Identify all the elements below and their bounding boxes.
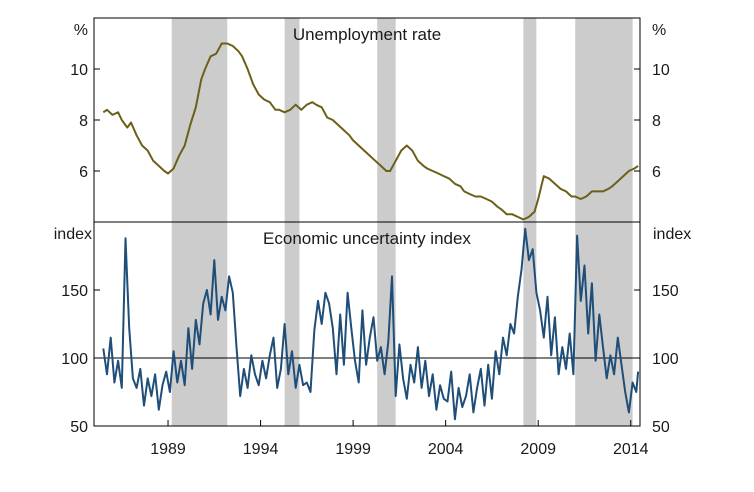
unit-label-right: % (652, 22, 666, 39)
y-tick-label-left: 50 (70, 419, 88, 436)
y-tick-label-left: 8 (79, 113, 88, 130)
y-tick-label-right: 150 (652, 283, 679, 300)
unit-label-left: % (74, 22, 88, 39)
unit-label-left: index (54, 226, 92, 243)
x-tick-label: 2014 (613, 441, 649, 458)
y-tick-label-right: 50 (652, 419, 670, 436)
y-tick-label-left: 100 (61, 351, 88, 368)
bottom-panel-title: Economic uncertainty index (263, 229, 471, 248)
axis-labels: % % 6 6 8 8 10 10 index index 50 50 100 100 150 150 1989… (54, 22, 692, 458)
x-tick-label: 2004 (428, 441, 464, 458)
unit-label-right: index (653, 226, 691, 243)
series-lines (102, 42, 640, 421)
y-tick-label-right: 6 (652, 164, 661, 181)
y-tick-label-left: 10 (70, 62, 88, 79)
y-tick-label-left: 150 (61, 283, 88, 300)
y-tick-label-right: 100 (652, 351, 679, 368)
x-tick-label: 2009 (520, 441, 556, 458)
y-tick-label-right: 8 (652, 113, 661, 130)
plot-frame (93, 17, 641, 427)
x-tick-label: 1989 (150, 441, 186, 458)
top-panel-title: Unemployment rate (293, 25, 441, 44)
y-tick-label-left: 6 (79, 164, 88, 181)
x-tick-label: 1994 (243, 441, 279, 458)
series-line (102, 42, 639, 221)
y-tick-label-right: 10 (652, 62, 670, 79)
series-line (102, 227, 640, 421)
x-tick-label: 1999 (335, 441, 371, 458)
